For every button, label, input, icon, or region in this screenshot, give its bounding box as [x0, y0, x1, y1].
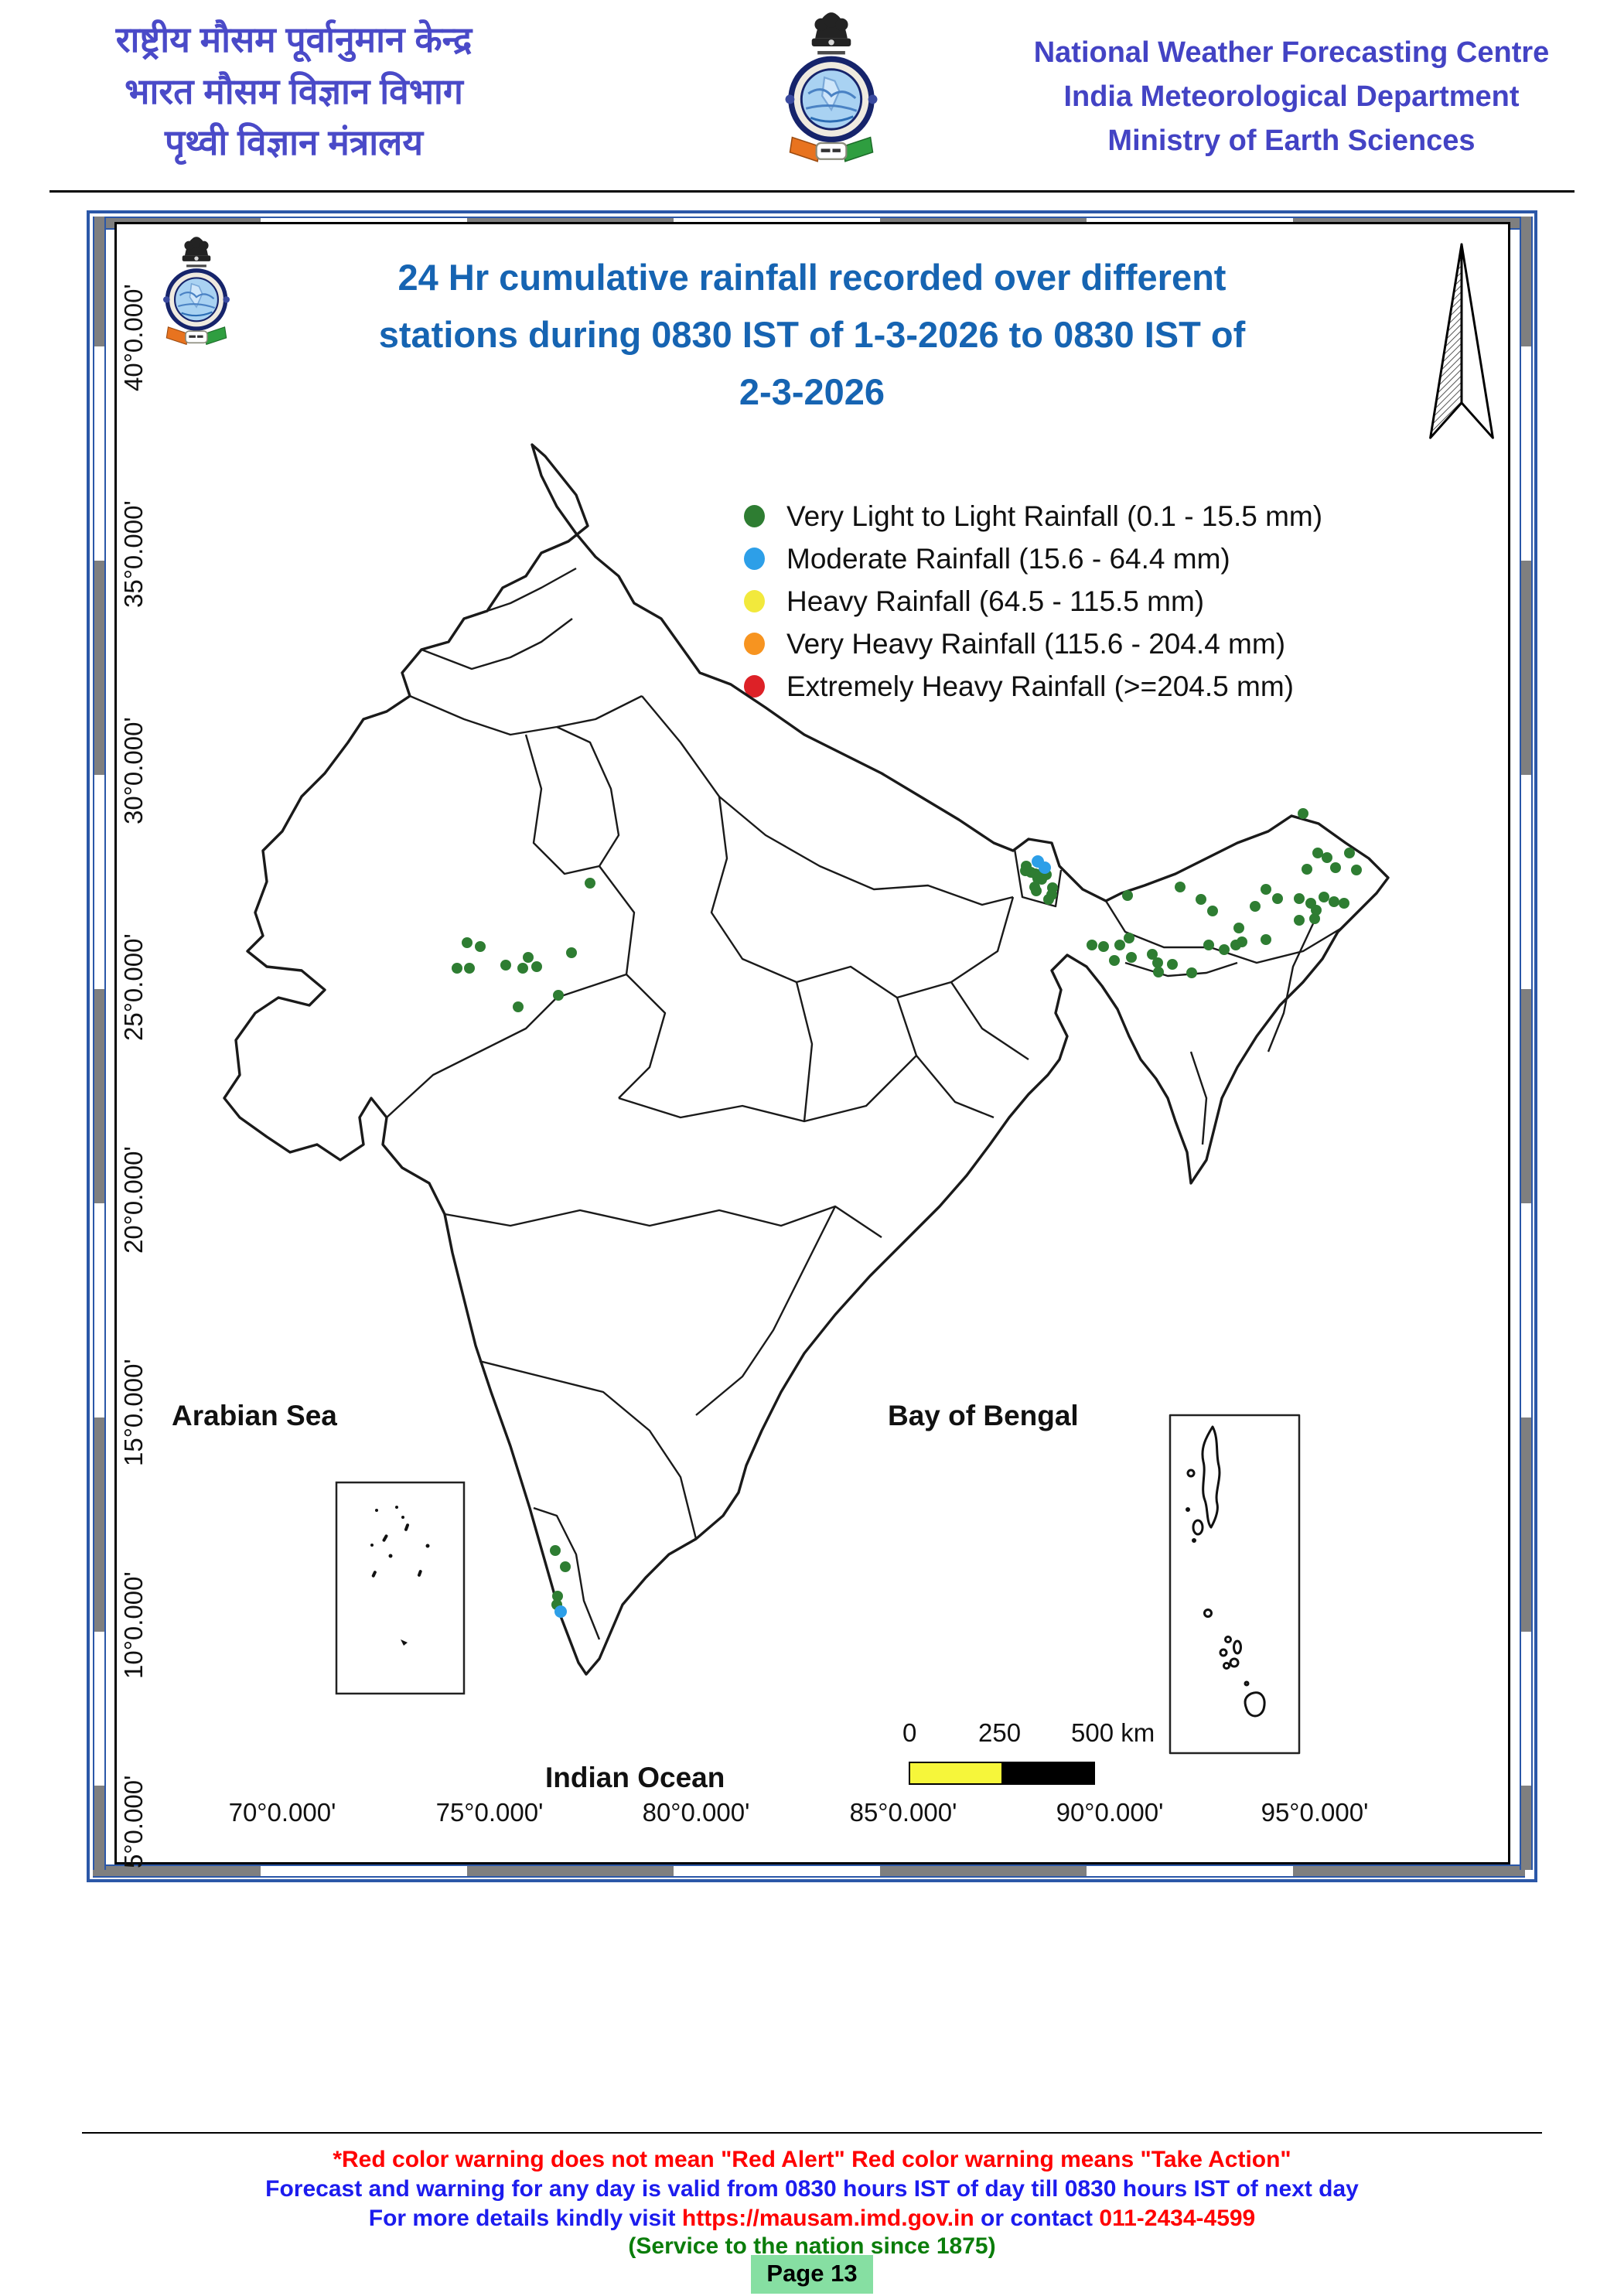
legend-dot-icon — [744, 633, 765, 655]
lat-tick-label: 40°0.000' — [119, 284, 148, 391]
legend-dot-icon — [744, 675, 765, 698]
footer-text-part: For more details kindly visit — [368, 2206, 682, 2231]
header-english-line3: Ministry of Earth Sciences — [1107, 125, 1476, 157]
scalebar — [909, 1762, 1095, 1785]
header-divider — [49, 190, 1575, 193]
legend-dot-icon — [744, 548, 765, 570]
header-hindi-line1: राष्ट्रीय मौसम पूर्वानुमान केन्द्र — [115, 19, 473, 60]
lon-tick-label: 85°0.000' — [849, 1798, 957, 1827]
legend-label: Very Heavy Rainfall (115.6 - 204.4 mm) — [786, 627, 1286, 660]
map-canvas — [114, 222, 1510, 1864]
lat-tick-label: 20°0.000' — [119, 1146, 148, 1254]
legend-item: Moderate Rainfall (15.6 - 64.4 mm) — [744, 537, 1322, 580]
indian-ocean-label: Indian Ocean — [545, 1762, 725, 1793]
legend-item: Extremely Heavy Rainfall (>=204.5 mm) — [744, 665, 1322, 708]
arabian-sea-label: Arabian Sea — [172, 1400, 337, 1431]
header-english-line1: National Weather Forecasting Centre — [1033, 36, 1550, 69]
legend-item: Heavy Rainfall (64.5 - 115.5 mm) — [744, 580, 1322, 623]
legend-item: Very Light to Light Rainfall (0.1 - 15.5… — [744, 495, 1322, 537]
lat-tick-label: 10°0.000' — [119, 1571, 148, 1679]
lat-tick-label: 15°0.000' — [119, 1359, 148, 1466]
lon-tick-label: 75°0.000' — [435, 1798, 544, 1827]
legend-item: Very Heavy Rainfall (115.6 - 204.4 mm) — [744, 623, 1322, 665]
map-legend: Very Light to Light Rainfall (0.1 - 15.5… — [744, 495, 1322, 708]
legend-label: Very Light to Light Rainfall (0.1 - 15.5… — [786, 500, 1323, 532]
lat-tick-label: 30°0.000' — [119, 717, 148, 824]
legend-label: Moderate Rainfall (15.6 - 64.4 mm) — [786, 542, 1230, 575]
footer-text-part: or contact — [974, 2206, 1100, 2231]
scalebar-tick-500: 500 km — [1071, 1718, 1155, 1747]
mausam-link[interactable]: https://mausam.imd.gov.in — [681, 2206, 974, 2231]
header-hindi-title: राष्ट्रीय मौसम पूर्वानुमान केन्द्र भारत … — [54, 14, 534, 169]
footer-service-line: (Service to the nation since 1875) — [628, 2233, 996, 2259]
lat-tick-label: 5°0.000' — [119, 1775, 148, 1868]
legend-dot-icon — [744, 505, 765, 527]
scalebar-tick-0: 0 — [902, 1718, 917, 1747]
imd-logo-small-icon — [145, 229, 247, 362]
map-neatline-left — [93, 217, 106, 1870]
footer-validity-line: Forecast and warning for any day is vali… — [265, 2176, 1359, 2202]
map-neatline-right — [1520, 217, 1533, 1870]
lat-tick-label: 35°0.000' — [119, 500, 148, 608]
map-neatline-bottom — [93, 1864, 1525, 1878]
footer-divider — [82, 2132, 1542, 2134]
lon-tick-label: 90°0.000' — [1056, 1798, 1164, 1827]
lon-tick-label: 80°0.000' — [642, 1798, 750, 1827]
page-number: Page 13 — [751, 2255, 873, 2294]
map-title: 24 Hr cumulative rainfall recorded over … — [378, 257, 1246, 412]
header-hindi-line2: भारत मौसम विज्ञान विभाग — [125, 70, 463, 111]
legend-dot-icon — [744, 590, 765, 612]
legend-label: Heavy Rainfall (64.5 - 115.5 mm) — [786, 585, 1205, 617]
lon-tick-label: 70°0.000' — [228, 1798, 336, 1827]
imd-logo-icon — [762, 2, 901, 186]
bay-of-bengal-label: Bay of Bengal — [888, 1400, 1079, 1431]
footer-text-part: 011-2434-4599 — [1099, 2206, 1256, 2231]
header-english-line2: India Meteorological Department — [1063, 80, 1520, 113]
legend-label: Extremely Heavy Rainfall (>=204.5 mm) — [786, 670, 1294, 702]
footer-contact-line: For more details kindly visit https://ma… — [0, 2207, 1624, 2230]
lon-tick-label: 95°0.000' — [1261, 1798, 1369, 1827]
header-hindi-line3: पृथ्वी विज्ञान मंत्रालय — [164, 122, 424, 163]
north-arrow-icon — [1427, 241, 1496, 447]
scalebar-black-segment — [1003, 1763, 1093, 1783]
scalebar-yellow-segment — [910, 1763, 1003, 1783]
page-number-badge: Page 13 — [0, 2255, 1624, 2294]
lat-tick-label: 25°0.000' — [119, 933, 148, 1041]
footer-warning-line: *Red color warning does not mean "Red Al… — [333, 2147, 1291, 2172]
header-english-title: National Weather Forecasting Centre Indi… — [971, 31, 1612, 163]
scalebar-tick-250: 250 — [978, 1718, 1022, 1747]
